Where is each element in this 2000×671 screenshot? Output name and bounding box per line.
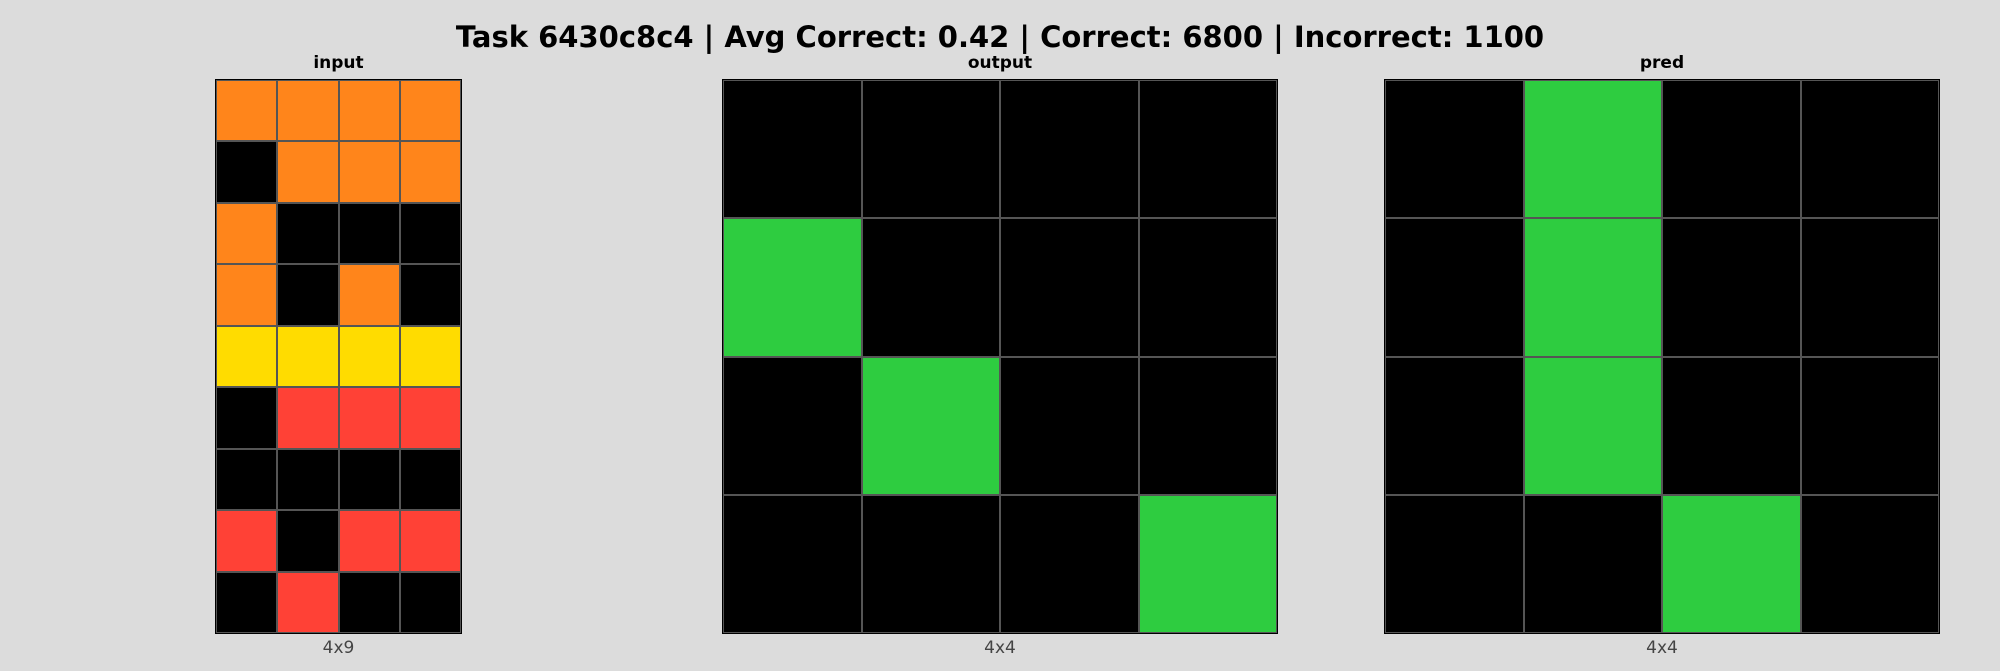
panel-dims-output: 4x4 (984, 638, 1016, 658)
grid-cell (338, 325, 400, 388)
grid-cell (277, 202, 339, 265)
grid-cell (338, 80, 400, 142)
grid-cell (1662, 356, 1801, 495)
grid-cell (277, 141, 339, 203)
grid-cell (277, 387, 339, 449)
grid-cell (277, 325, 339, 388)
panel-dims-pred: 4x4 (1646, 638, 1678, 658)
grid-cell (1385, 218, 1524, 357)
grid-cell (1523, 356, 1662, 495)
grid-cell (861, 218, 1000, 357)
grid-cell (338, 571, 400, 633)
grid-cell (277, 448, 339, 511)
grid-cell (399, 571, 461, 633)
grid-cell (216, 387, 278, 449)
grid-cell (1138, 494, 1277, 633)
grid-cell (399, 510, 461, 572)
grid-cell (1662, 494, 1801, 633)
input-grid (215, 79, 462, 634)
grid-cell (1800, 80, 1939, 219)
grid-cell (216, 325, 278, 388)
output-grid (722, 79, 1278, 634)
grid-cell (1662, 218, 1801, 357)
grid-cell (1000, 494, 1139, 633)
grid-cell (399, 325, 461, 388)
grid-cell (1523, 80, 1662, 219)
panel-dims-input: 4x9 (322, 638, 355, 658)
grid-cell (399, 387, 461, 449)
grid-cell (723, 356, 862, 495)
grid-cell (338, 387, 400, 449)
grid-cell (723, 218, 862, 357)
grid-cell (1523, 494, 1662, 633)
grid-cell (338, 202, 400, 265)
grid-cell (1138, 218, 1277, 357)
grid-cell (277, 510, 339, 572)
grid-cell (1385, 80, 1524, 219)
grid-cell (216, 510, 278, 572)
pred-grid (1384, 79, 1940, 634)
grid-cell (1000, 356, 1139, 495)
grid-cell (399, 202, 461, 265)
grid-cell (1800, 218, 1939, 357)
grid-cell (277, 264, 339, 326)
grid-cell (216, 571, 278, 633)
grid-cell (1385, 494, 1524, 633)
grid-cell (1138, 356, 1277, 495)
grid-cell (1662, 80, 1801, 219)
grid-cell (338, 264, 400, 326)
grid-cell (861, 356, 1000, 495)
grid-cell (216, 264, 278, 326)
grid-cell (216, 80, 278, 142)
panel-label-input: input (313, 53, 364, 73)
grid-cell (338, 448, 400, 511)
grid-cell (723, 80, 862, 219)
grid-cell (861, 494, 1000, 633)
grid-cell (1000, 80, 1139, 219)
grid-cell (338, 510, 400, 572)
figure-title: Task 6430c8c4 | Avg Correct: 0.42 | Corr… (455, 20, 1545, 54)
grid-cell (216, 448, 278, 511)
grid-cell (1800, 356, 1939, 495)
grid-cell (1800, 494, 1939, 633)
grid-cell (216, 141, 278, 203)
grid-cell (399, 80, 461, 142)
grid-cell (1000, 218, 1139, 357)
grid-cell (399, 141, 461, 203)
grid-cell (1523, 218, 1662, 357)
grid-cell (399, 264, 461, 326)
grid-cell (723, 494, 862, 633)
grid-cell (399, 448, 461, 511)
grid-cell (861, 80, 1000, 219)
grid-cell (277, 80, 339, 142)
panel-label-output: output (967, 53, 1033, 73)
grid-cell (1385, 356, 1524, 495)
panel-label-pred: pred (1639, 53, 1685, 73)
grid-cell (1138, 80, 1277, 219)
grid-cell (216, 202, 278, 265)
grid-cell (338, 141, 400, 203)
grid-cell (277, 571, 339, 633)
